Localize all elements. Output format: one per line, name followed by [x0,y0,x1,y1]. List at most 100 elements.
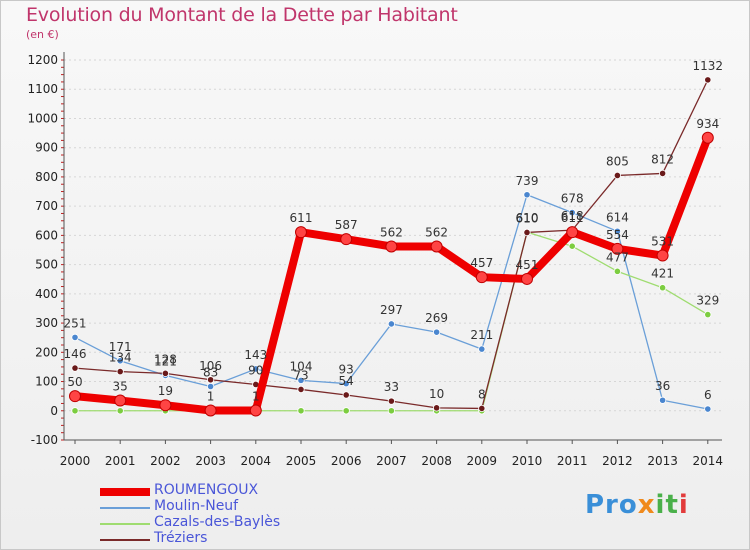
data-label: 618 [561,209,584,223]
data-label: 143 [244,348,267,362]
legend-swatch-treziers [100,539,150,541]
data-point [71,333,79,341]
legend-swatch-moulin-neuf [100,507,150,509]
data-point [613,171,622,180]
data-point [114,394,127,407]
data-point [387,397,395,405]
data-label: 477 [606,250,629,264]
data-point [252,365,260,373]
data-label: 73 [293,368,308,382]
data-point [340,233,353,246]
data-point [430,240,443,253]
y-tick-label: 700 [35,199,58,213]
data-label: 812 [651,152,674,166]
data-point [432,328,441,336]
x-tick-label: 2005 [286,454,317,468]
x-tick-label: 2009 [467,454,498,468]
data-point [116,407,124,415]
data-point [566,226,579,239]
data-point [704,76,712,84]
data-label: 121 [154,354,177,368]
chart-subtitle: (en €) [26,28,59,41]
data-label: 421 [651,267,674,281]
data-label: 610 [516,211,539,225]
y-tick-label: 1200 [27,53,58,67]
data-label: 251 [64,316,87,330]
data-point [297,407,305,415]
data-label: 19 [158,384,173,398]
legend-swatch-roumengoux [100,488,150,496]
data-label: 35 [113,380,128,394]
data-label: 678 [561,192,584,206]
legend-label: Cazals-des-Baylès [154,514,281,530]
data-label: 54 [339,374,354,388]
y-tick-label: 200 [35,345,58,359]
data-point [701,131,714,144]
data-point [658,396,667,404]
data-label: 106 [199,359,222,373]
data-point [658,169,667,178]
data-point [159,399,172,412]
y-tick-label: 300 [35,316,58,330]
data-label: 50 [67,375,82,389]
data-label: 128 [154,352,177,366]
y-tick-label: 0 [50,404,58,418]
x-tick-label: 2010 [512,454,543,468]
y-tick-label: 100 [35,375,58,389]
data-point [656,249,669,262]
x-tick-label: 2004 [241,454,272,468]
y-tick-label: 1000 [27,111,58,125]
data-point [478,345,486,353]
data-label: 8 [478,387,486,401]
data-label: 269 [425,311,448,325]
data-label: 104 [290,359,313,373]
data-label: 297 [380,303,403,317]
data-label: 6 [704,388,712,402]
x-tick-label: 2011 [557,454,588,468]
data-label: 211 [470,328,493,342]
data-label: 1 [207,389,215,403]
data-point [385,240,398,253]
data-label: 554 [606,228,629,242]
data-point [521,272,533,285]
data-point [523,228,531,237]
x-tick-label: 2002 [150,454,181,468]
data-label: 1 [252,389,260,403]
data-label: 36 [655,379,670,393]
data-label: 146 [64,347,87,361]
data-label: 614 [606,210,629,224]
legend-label: Moulin-Neuf [154,498,239,514]
data-point [613,227,622,235]
data-label: 531 [651,235,674,249]
data-label: 562 [380,225,403,239]
data-label: 611 [290,211,313,225]
data-label: 134 [109,351,132,365]
x-tick-label: 2013 [647,454,678,468]
y-tick-label: 600 [35,228,58,242]
data-point [704,405,712,413]
y-tick-label: 400 [35,287,58,301]
data-label: 805 [606,154,629,168]
y-tick-label: 800 [35,170,58,184]
data-point [611,242,624,255]
data-point [387,320,395,328]
data-point [342,379,350,388]
data-label: 934 [696,117,719,131]
data-point [613,267,622,275]
x-tick-label: 2000 [60,454,91,468]
data-point [478,404,486,413]
data-label: 610 [516,211,539,225]
series-line-0 [74,136,712,415]
data-point [161,369,169,377]
data-point [658,284,667,292]
x-tick-label: 2007 [376,454,407,468]
data-point [432,404,441,412]
data-point [568,242,576,250]
data-label: 587 [335,218,358,232]
data-point [116,357,124,365]
data-label: 457 [470,256,493,270]
legend-swatch-cazals-des-bayles [100,523,150,525]
data-point [297,376,305,384]
